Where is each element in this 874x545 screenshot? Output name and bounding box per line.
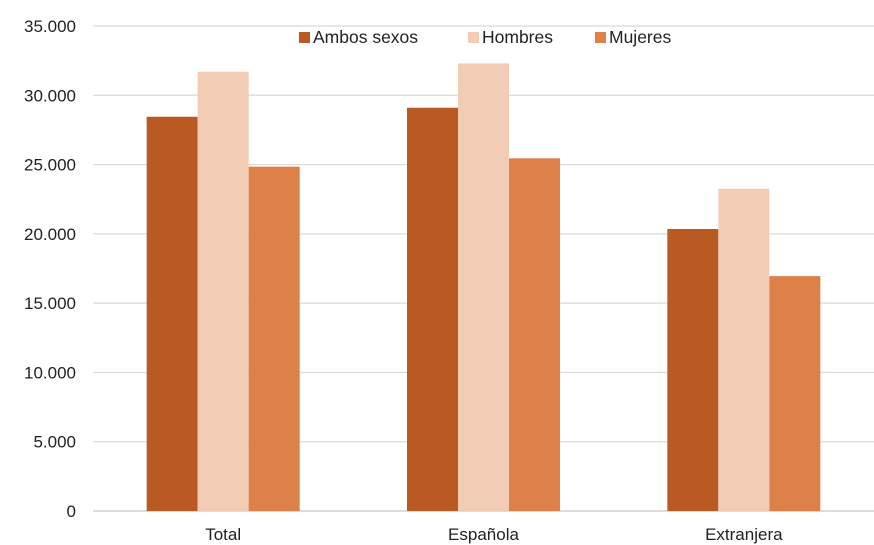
- y-tick-label: 25.000: [24, 156, 76, 175]
- y-axis: 0 5.000 10.000 15.000 20.000 25.000 30.000 35.0…: [24, 17, 76, 521]
- legend-swatch: [299, 32, 310, 43]
- y-tick-label: 35.000: [24, 17, 76, 36]
- bars: [146, 63, 821, 512]
- y-tick-label: 5.000: [33, 433, 76, 452]
- legend-swatch: [468, 32, 479, 43]
- x-tick-label: Total: [205, 525, 241, 544]
- x-tick-label: Extranjera: [705, 525, 783, 544]
- y-tick-label: 10.000: [24, 363, 76, 382]
- bar: [248, 166, 300, 511]
- bar: [458, 63, 509, 512]
- bar: [407, 107, 458, 511]
- y-tick-label: 30.000: [24, 86, 76, 105]
- bar: [509, 158, 560, 512]
- legend-label: Mujeres: [609, 27, 671, 47]
- legend-label: Ambos sexos: [313, 27, 418, 47]
- y-tick-label: 0: [67, 502, 76, 521]
- y-tick-label: 15.000: [24, 294, 76, 313]
- x-tick-label: Española: [448, 525, 519, 544]
- bar: [197, 71, 249, 511]
- legend-swatch: [595, 32, 606, 43]
- x-axis: Total Española Extranjera: [205, 525, 783, 544]
- bar: [146, 116, 198, 511]
- bar: [718, 188, 770, 512]
- y-tick-label: 20.000: [24, 225, 76, 244]
- legend-label: Hombres: [482, 27, 553, 47]
- bar: [667, 229, 719, 511]
- legend: Ambos sexos Hombres Mujeres: [299, 27, 671, 47]
- bar: [769, 276, 821, 511]
